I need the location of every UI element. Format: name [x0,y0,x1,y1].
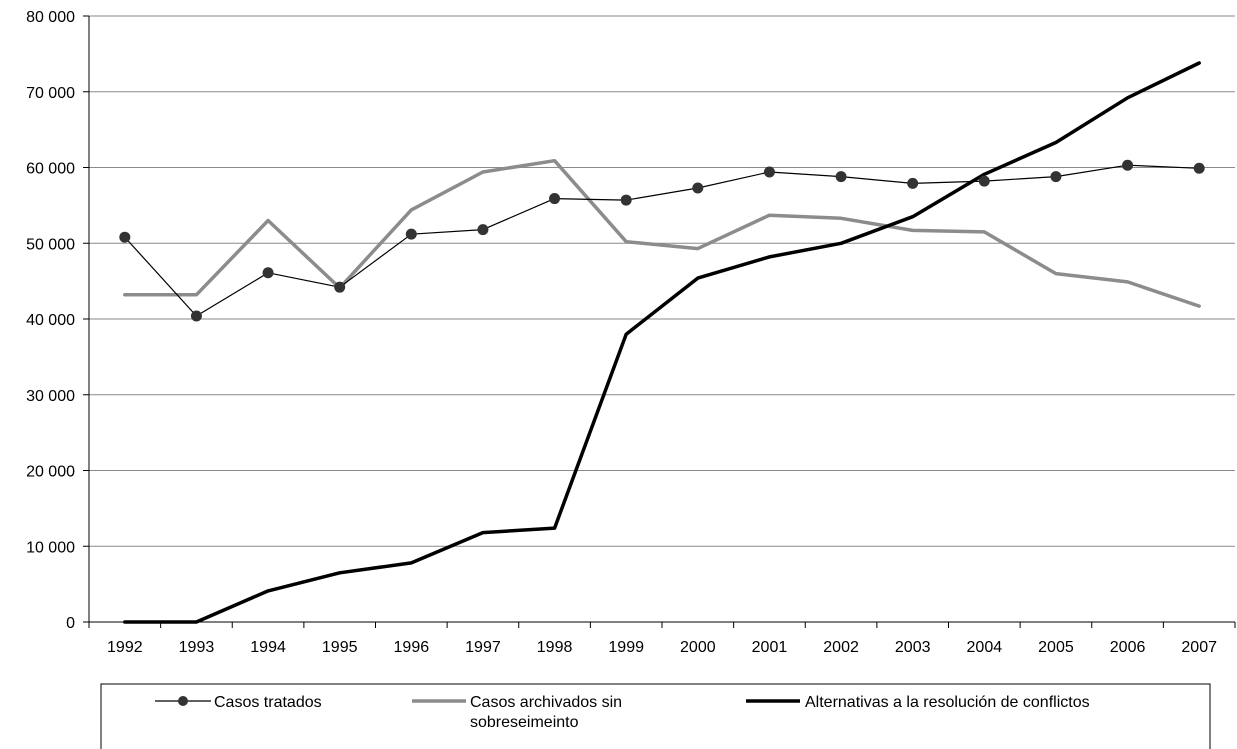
legend-label-casos-archivados: Casos archivados sin sobreseimeinto [470,694,627,731]
x-tick-label: 1996 [394,639,430,656]
data-point [119,231,131,243]
y-tick-label: 70 000 [26,85,75,102]
y-tick-label: 0 [66,615,75,632]
data-point [477,224,489,236]
data-point [262,267,274,279]
data-point [405,228,417,240]
series-layer [119,61,1205,624]
series-line-0 [124,164,1200,317]
data-point [835,171,847,183]
x-axis-ticks: 1992 1993 1994 1995 1996 1997 1998 1999 2000 2001… [88,622,1236,656]
legend-label-casos-archivados-line1: Casos archivados sin [470,694,622,711]
legend-label-casos-tratados: Casos tratados [214,694,322,711]
data-point [692,182,704,194]
x-tick-label: 2006 [1110,639,1146,656]
y-tick-label: 10 000 [26,539,75,556]
data-point [1050,171,1062,183]
x-tick-label: 1997 [465,639,501,656]
data-point [549,193,561,205]
data-point [1193,162,1205,174]
legend: Casos tratados Casos archivados sin sobr… [100,683,1211,749]
x-tick-label: 2002 [823,639,859,656]
x-tick-label: 1998 [537,639,573,656]
data-point [978,175,990,187]
x-tick-label: 2004 [967,639,1003,656]
y-tick-label: 60 000 [26,161,75,178]
data-point [620,194,632,206]
x-tick-label: 1992 [107,639,143,656]
x-tick-label: 2005 [1038,639,1074,656]
legend-marker-casos-tratados [178,696,188,706]
x-tick-label: 1993 [179,639,215,656]
x-tick-label: 1994 [250,639,286,656]
data-point [334,281,346,293]
y-tick-label: 50 000 [26,236,75,253]
series-line-2 [123,61,1201,624]
data-point [907,177,919,189]
x-tick-label: 2000 [680,639,716,656]
legend-box [100,683,1211,749]
legend-label-casos-archivados-line2: sobreseimeinto [470,714,579,731]
legend-label-alternativas: Alternativas a la resolución de conflict… [805,694,1090,711]
y-tick-label: 40 000 [26,312,75,329]
data-point [190,310,202,322]
y-axis-ticks: 0 10 000 20 000 30 000 40 000 50 000 60 000 70 … [26,9,89,632]
x-tick-label: 2001 [752,639,788,656]
y-tick-label: 30 000 [26,388,75,405]
x-tick-label: 2003 [895,639,931,656]
data-point [1122,159,1134,171]
x-tick-label: 2007 [1181,639,1217,656]
series-line-1 [123,158,1201,308]
x-tick-label: 1995 [322,639,358,656]
gridlines [89,15,1235,547]
data-point [763,166,775,178]
y-tick-label: 80 000 [26,9,75,26]
y-tick-label: 20 000 [26,464,75,481]
x-tick-label: 1999 [608,639,644,656]
